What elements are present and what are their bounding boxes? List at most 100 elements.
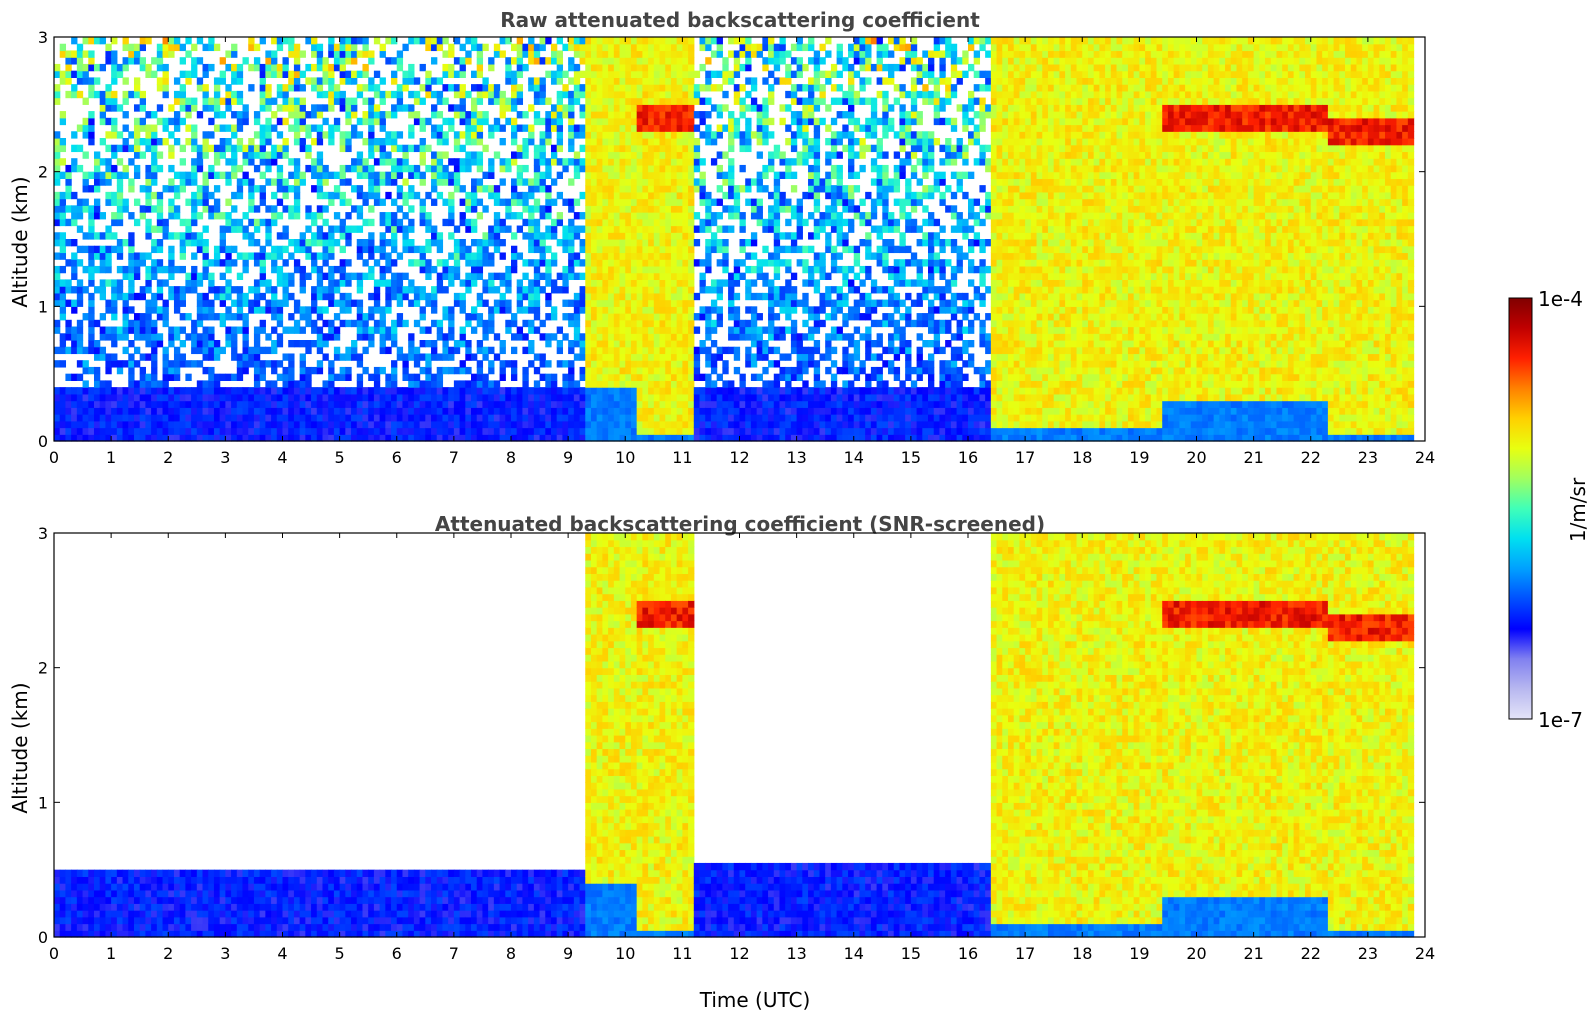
heatmap-cell <box>590 326 598 334</box>
heatmap-cell <box>670 70 678 78</box>
heatmap-cell <box>328 414 335 422</box>
heatmap-cell <box>356 239 364 247</box>
heatmap-cell <box>550 400 558 408</box>
heatmap-cell <box>453 185 461 193</box>
heatmap-cell <box>436 111 444 119</box>
heatmap-cell <box>156 57 164 65</box>
heatmap-cell <box>705 212 712 220</box>
heatmap-cell <box>533 239 541 247</box>
heatmap-cell <box>339 373 346 381</box>
heatmap-cell <box>305 420 312 429</box>
heatmap-cell <box>476 212 484 220</box>
heatmap-cell <box>339 279 346 287</box>
heatmap-cell <box>573 292 581 301</box>
heatmap-cell <box>676 158 683 166</box>
heatmap-cell <box>111 198 118 206</box>
heatmap-cell <box>145 124 152 132</box>
heatmap-cell <box>133 77 141 85</box>
heatmap-cell <box>253 393 261 402</box>
heatmap-cell <box>568 346 575 355</box>
heatmap-cell <box>299 265 306 274</box>
heatmap-cell <box>619 232 626 240</box>
heatmap-cell <box>282 299 289 307</box>
heatmap-cell <box>562 198 569 206</box>
heatmap-cell <box>665 138 672 146</box>
heatmap-cell <box>122 400 129 408</box>
heatmap-cell <box>579 131 586 139</box>
heatmap-cell <box>750 313 758 321</box>
heatmap-cell <box>545 393 552 402</box>
heatmap-cell <box>333 117 341 126</box>
heatmap-cell <box>630 138 638 146</box>
heatmap-cell <box>613 70 621 78</box>
heatmap-cell <box>613 245 621 254</box>
heatmap-cell <box>630 43 638 52</box>
heatmap-cell <box>213 353 221 361</box>
heatmap-cell <box>573 151 581 159</box>
heatmap-cell <box>59 218 67 227</box>
heatmap-cell <box>596 151 603 159</box>
heatmap-cell <box>162 185 169 193</box>
heatmap-cell <box>648 37 655 45</box>
heatmap-cell <box>391 171 398 179</box>
heatmap-cell <box>253 292 261 301</box>
heatmap-cell <box>191 286 198 294</box>
heatmap-cell <box>265 393 272 402</box>
heatmap-cell <box>208 353 215 361</box>
heatmap-cell <box>693 393 701 402</box>
heatmap-cell <box>710 158 718 166</box>
heatmap-cell <box>396 90 404 99</box>
heatmap-cell <box>539 420 546 429</box>
heatmap-cell <box>54 63 61 72</box>
heatmap-cell <box>448 205 455 213</box>
heatmap-cell <box>448 104 455 112</box>
heatmap-cell <box>213 111 221 119</box>
heatmap-cell <box>625 164 632 173</box>
heatmap-cell <box>88 427 95 435</box>
heatmap-cell <box>653 286 661 294</box>
heatmap-cell <box>625 111 632 119</box>
heatmap-cell <box>511 400 518 408</box>
heatmap-cell <box>259 393 266 402</box>
heatmap-cell <box>328 63 335 72</box>
heatmap-cell <box>682 50 689 58</box>
heatmap-cell <box>99 158 107 166</box>
heatmap-cell <box>619 286 626 294</box>
heatmap-cell <box>476 185 484 193</box>
heatmap-cell <box>562 360 569 368</box>
heatmap-cell <box>145 387 152 395</box>
heatmap-cell <box>299 138 306 146</box>
heatmap-cell <box>293 50 301 58</box>
heatmap-cell <box>362 43 369 52</box>
heatmap-cell <box>511 198 518 206</box>
heatmap-cell <box>396 400 404 408</box>
heatmap-cell <box>168 292 175 301</box>
heatmap-cell <box>670 198 678 206</box>
heatmap-cell <box>333 124 341 132</box>
heatmap-cell <box>54 414 61 422</box>
heatmap-cell <box>202 198 209 206</box>
heatmap-cell <box>339 414 346 422</box>
heatmap-cell <box>602 299 609 307</box>
heatmap-cell <box>670 279 678 287</box>
heatmap-cell <box>436 366 444 375</box>
heatmap-cell <box>333 346 341 355</box>
heatmap-cell <box>488 393 495 402</box>
heatmap-cell <box>648 286 655 294</box>
heatmap-cell <box>493 272 501 280</box>
heatmap-cell <box>436 37 444 45</box>
heatmap-cell <box>431 164 438 173</box>
heatmap-cell <box>670 232 678 240</box>
heatmap-cell <box>133 90 141 99</box>
heatmap-cell <box>191 333 198 341</box>
heatmap-cell <box>276 373 284 381</box>
heatmap-cell <box>271 63 278 72</box>
heatmap-cell <box>710 232 718 240</box>
heatmap-cell <box>396 299 404 307</box>
heatmap-cell <box>345 420 352 429</box>
heatmap-cell <box>511 43 518 52</box>
heatmap-cell <box>202 313 209 321</box>
heatmap-cell <box>448 212 455 220</box>
heatmap-cell <box>128 144 135 153</box>
heatmap-cell <box>471 198 478 206</box>
